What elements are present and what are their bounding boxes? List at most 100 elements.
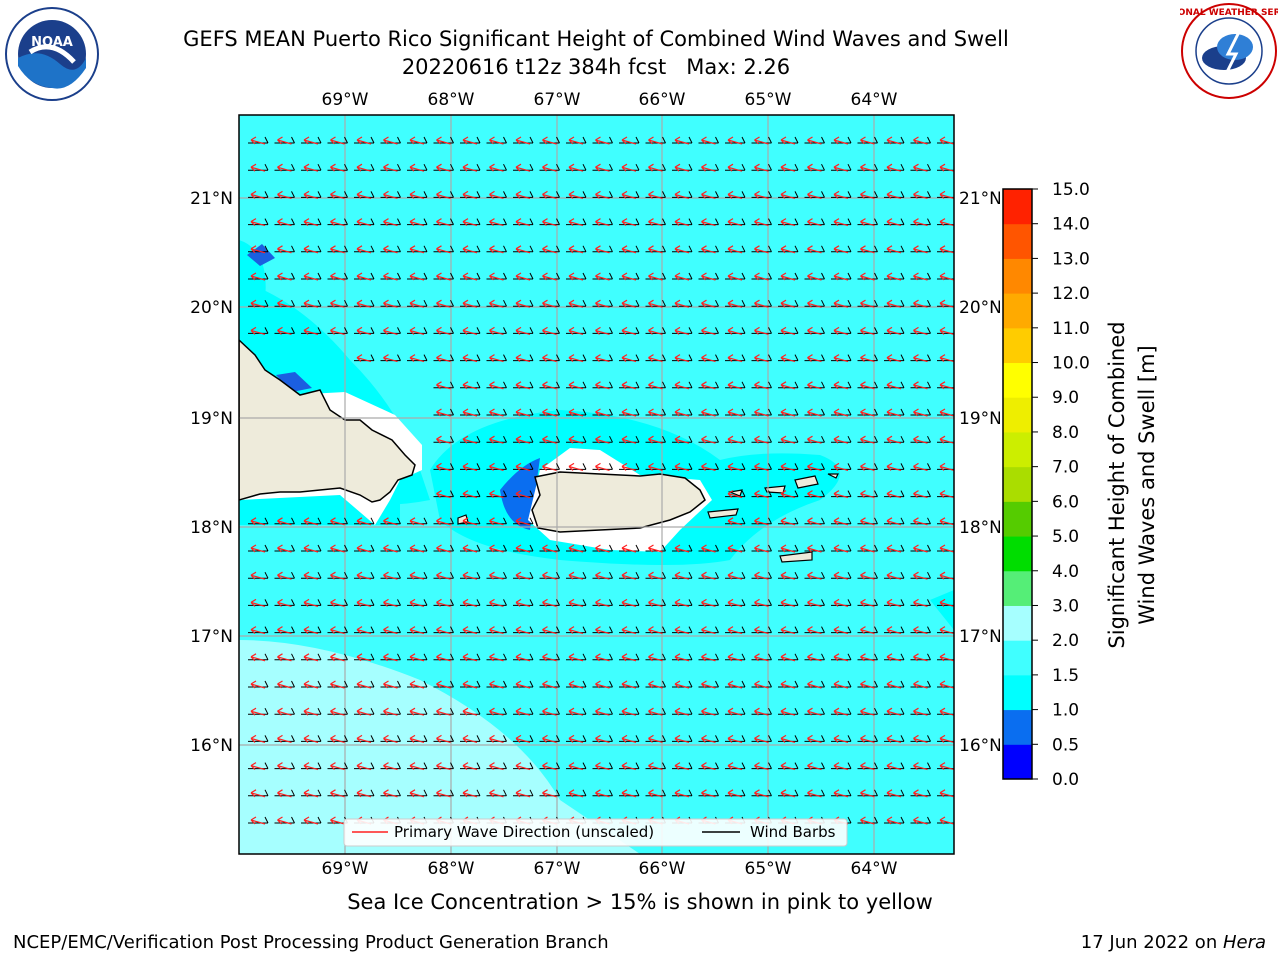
wind-barb <box>831 463 852 470</box>
wind-barb <box>804 218 825 226</box>
wave-direction-arrow <box>383 571 398 580</box>
lon-label-top: 67°W <box>534 90 581 110</box>
wind-barb <box>566 544 587 552</box>
wind-barb <box>672 626 693 634</box>
wave-direction-arrow <box>780 408 796 417</box>
wave-direction-arrow <box>939 517 954 526</box>
wind-barb <box>725 136 746 144</box>
wave-direction-arrow <box>515 707 531 716</box>
wind-barb <box>884 191 905 198</box>
wave-direction-arrow <box>330 299 345 308</box>
sea-ice-note: Sea Ice Concentration > 15% is shown in … <box>347 890 933 914</box>
wave-direction-arrow <box>250 326 266 335</box>
wind-barb <box>592 626 613 634</box>
wind-barb <box>778 245 799 253</box>
wave-direction-arrow <box>939 245 954 254</box>
wind-barb <box>248 191 269 198</box>
wave-direction-arrow <box>356 653 372 662</box>
wave-direction-arrow <box>383 190 398 199</box>
wave-direction-arrow <box>701 707 716 716</box>
wind-barb <box>592 544 613 552</box>
wave-direction-arrow <box>621 218 637 227</box>
wind-barb <box>433 735 454 742</box>
wind-barb <box>433 218 454 226</box>
wave-direction-arrow <box>701 245 716 254</box>
wind-barb <box>672 299 693 307</box>
wind-barb <box>831 408 852 416</box>
wind-barb <box>884 626 905 634</box>
wave-direction-arrow <box>303 734 319 743</box>
wave-direction-arrow <box>515 517 531 526</box>
wind-barb <box>725 490 746 498</box>
wind-barb <box>301 762 322 770</box>
wave-direction-arrow <box>542 272 557 281</box>
wind-barb <box>645 762 666 770</box>
lat-label-left: 16°N <box>190 736 233 756</box>
wind-barb <box>910 680 931 688</box>
wave-direction-arrow <box>754 653 769 662</box>
wave-direction-arrow <box>568 734 584 743</box>
wave-direction-arrow <box>383 354 398 363</box>
wave-direction-arrow <box>860 626 875 635</box>
wave-direction-arrow <box>780 218 796 227</box>
wind-barb <box>407 653 428 661</box>
wave-direction-arrow <box>860 490 875 499</box>
wave-direction-arrow <box>542 707 557 716</box>
wind-barb <box>619 789 640 797</box>
wind-barb <box>672 408 693 416</box>
wind-barb <box>592 463 613 470</box>
wind-barb <box>380 571 401 579</box>
wind-barb <box>592 218 613 226</box>
wave-direction-arrow <box>860 299 875 308</box>
wave-direction-arrow <box>383 734 398 743</box>
wind-barb <box>831 435 852 443</box>
wind-barb <box>354 626 375 634</box>
lon-label-top: 65°W <box>745 90 792 110</box>
wind-barb <box>804 327 825 334</box>
wind-barb <box>804 571 825 579</box>
lon-label-bottom: 64°W <box>851 859 898 879</box>
wind-barb <box>804 408 825 416</box>
colorbar-tick-label: 15.0 <box>1052 180 1090 200</box>
wind-barb <box>778 354 799 362</box>
wave-direction-arrow <box>780 598 796 607</box>
wave-direction-arrow <box>330 571 345 580</box>
wave-direction-arrow <box>648 435 663 444</box>
wave-direction-arrow <box>648 136 663 145</box>
wind-barb <box>804 653 825 661</box>
wave-direction-arrow <box>568 326 584 335</box>
lon-label-bottom: 67°W <box>534 859 581 879</box>
wind-barb <box>884 381 905 389</box>
wind-barb <box>274 163 295 171</box>
wind-barb <box>301 163 322 171</box>
wind-barb <box>857 490 878 498</box>
wave-direction-arrow <box>383 136 398 145</box>
wave-direction-arrow <box>568 462 584 471</box>
colorbar-swatch <box>1003 709 1032 745</box>
wind-barb <box>884 327 905 334</box>
wave-direction-arrow <box>621 653 637 662</box>
lon-label-top: 69°W <box>322 90 369 110</box>
wind-barb <box>274 544 295 552</box>
wave-direction-arrow <box>250 245 266 254</box>
wind-barb <box>778 599 799 606</box>
wind-barb <box>327 653 348 661</box>
wave-direction-arrow <box>727 462 743 471</box>
wind-barb <box>566 463 587 470</box>
wave-direction-arrow <box>568 435 584 444</box>
wave-direction-arrow <box>807 734 822 743</box>
wave-direction-arrow <box>860 598 875 607</box>
wave-direction-arrow <box>780 626 796 635</box>
wave-direction-arrow <box>542 653 557 662</box>
wind-barb <box>460 463 481 470</box>
wave-direction-arrow <box>356 707 372 716</box>
lat-label-left: 17°N <box>190 627 233 647</box>
wind-barb <box>566 599 587 606</box>
wind-barb <box>274 191 295 198</box>
wave-direction-arrow <box>674 435 690 444</box>
wind-barb <box>751 327 772 334</box>
wind-barb <box>725 789 746 797</box>
wind-barb <box>486 272 507 280</box>
wave-direction-arrow <box>807 490 822 499</box>
colorbar-swatch <box>1003 258 1032 294</box>
